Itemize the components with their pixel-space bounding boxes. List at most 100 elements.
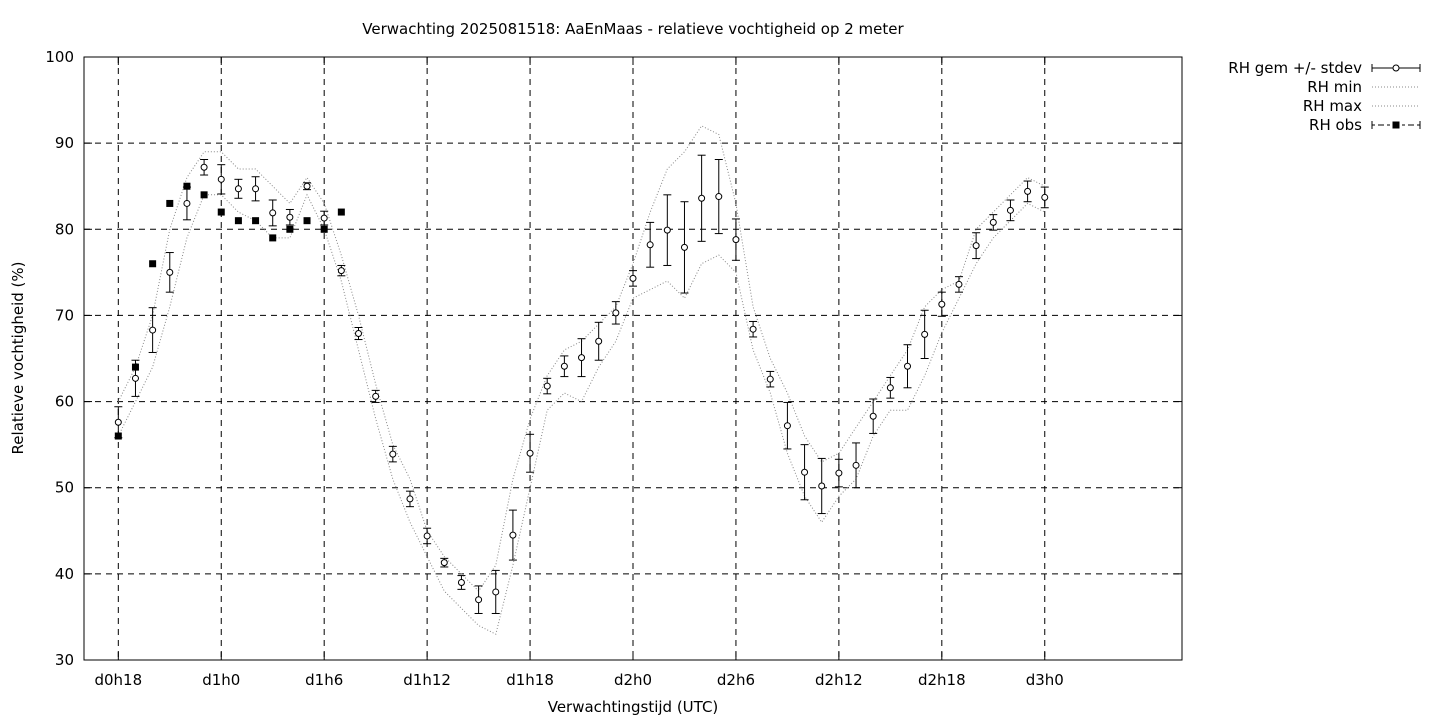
data-point — [680, 243, 688, 251]
data-point — [423, 532, 431, 540]
obs-point — [166, 199, 174, 207]
y-tick-label: 50 — [55, 479, 74, 497]
data-point — [337, 267, 345, 275]
data-point — [475, 596, 483, 604]
data-point — [183, 199, 191, 207]
data-point — [1041, 193, 1049, 201]
data-point — [921, 330, 929, 338]
data-point — [286, 213, 294, 221]
data-point — [269, 209, 277, 217]
data-point — [252, 185, 260, 193]
data-point — [234, 185, 242, 193]
obs-point — [149, 260, 157, 268]
legend-marker — [1392, 121, 1400, 129]
data-point — [303, 182, 311, 190]
legend-marker — [1392, 64, 1400, 72]
x-tick-label: d1h0 — [202, 671, 240, 689]
data-point — [200, 163, 208, 171]
dotted-series-layer — [117, 125, 1046, 635]
data-point — [629, 274, 637, 282]
grid-layer — [84, 56, 1182, 661]
x-tick-label: d2h6 — [717, 671, 755, 689]
y-axis-label: Relatieve vochtigheid (%) — [9, 261, 27, 454]
legend-label: RH min — [1307, 78, 1362, 96]
data-point — [715, 193, 723, 201]
legend-label: RH obs — [1309, 116, 1362, 134]
obs-point — [234, 217, 242, 225]
obs-point — [303, 217, 311, 225]
y-tick-label: 30 — [55, 651, 74, 669]
data-point — [783, 422, 791, 430]
data-point — [1024, 187, 1032, 195]
data-point — [457, 578, 465, 586]
y-tick-labels: 30 40 50 60 70 80 90 100 — [45, 48, 74, 669]
data-point — [766, 375, 774, 383]
series-line-rh-min — [117, 193, 1046, 635]
data-point — [166, 268, 174, 276]
data-point — [149, 326, 157, 334]
data-point — [904, 362, 911, 370]
obs-point — [114, 432, 122, 440]
obs-series-layer — [114, 182, 345, 440]
data-point — [818, 482, 826, 490]
plot-border — [83, 56, 1183, 661]
data-point — [560, 362, 568, 370]
data-point — [989, 218, 997, 226]
obs-point — [131, 363, 139, 371]
data-point — [886, 384, 894, 392]
data-point — [869, 412, 877, 420]
data-point — [852, 461, 860, 469]
data-point — [114, 418, 122, 426]
obs-point — [252, 217, 260, 225]
data-point — [372, 392, 380, 400]
legend-label: RH gem +/- stdev — [1228, 59, 1362, 77]
x-tick-label: d1h12 — [403, 671, 451, 689]
data-point — [389, 450, 397, 458]
obs-point — [200, 191, 208, 199]
data-point — [355, 330, 362, 338]
data-point — [131, 374, 139, 382]
x-tick-labels: d0h18 d1h0 d1h6 d1h12 d1h18 d2h0 d2h6 d2h12 d2h1… — [94, 671, 1063, 689]
data-point — [938, 300, 946, 308]
x-tick-label: d3h0 — [1026, 671, 1064, 689]
obs-point — [217, 208, 225, 216]
data-point — [526, 449, 534, 457]
legend-label: RH max — [1303, 97, 1362, 115]
x-tick-label: d2h0 — [614, 671, 652, 689]
data-point — [320, 214, 328, 222]
data-point — [217, 175, 225, 183]
obs-point — [320, 225, 328, 233]
obs-point — [269, 234, 277, 242]
x-tick-label: d0h18 — [94, 671, 142, 689]
data-point — [440, 559, 448, 567]
x-tick-label: d1h6 — [305, 671, 343, 689]
data-point — [595, 337, 603, 345]
data-point — [1006, 206, 1014, 214]
x-tick-label: d2h18 — [918, 671, 966, 689]
data-point — [835, 469, 843, 477]
data-point — [612, 309, 620, 317]
obs-point — [337, 208, 345, 216]
x-tick-label: d2h12 — [815, 671, 863, 689]
x-axis-label: Verwachtingstijd (UTC) — [548, 698, 719, 716]
data-point — [663, 226, 671, 234]
data-point — [578, 354, 586, 362]
data-point — [492, 588, 500, 596]
data-point — [972, 242, 980, 250]
data-point — [509, 531, 517, 539]
x-tick-label: d1h18 — [506, 671, 554, 689]
data-point — [646, 241, 654, 249]
data-point — [955, 280, 963, 288]
y-tick-label: 70 — [55, 306, 74, 324]
data-point — [801, 468, 809, 476]
obs-point — [183, 182, 191, 190]
errorbar-series-layer — [114, 154, 1049, 614]
data-point — [406, 495, 414, 503]
y-tick-label: 100 — [45, 48, 74, 66]
obs-point — [286, 225, 294, 233]
y-tick-label: 80 — [55, 220, 74, 238]
data-point — [732, 236, 740, 244]
chart-title: Verwachting 2025081518: AaEnMaas - relat… — [362, 20, 904, 38]
